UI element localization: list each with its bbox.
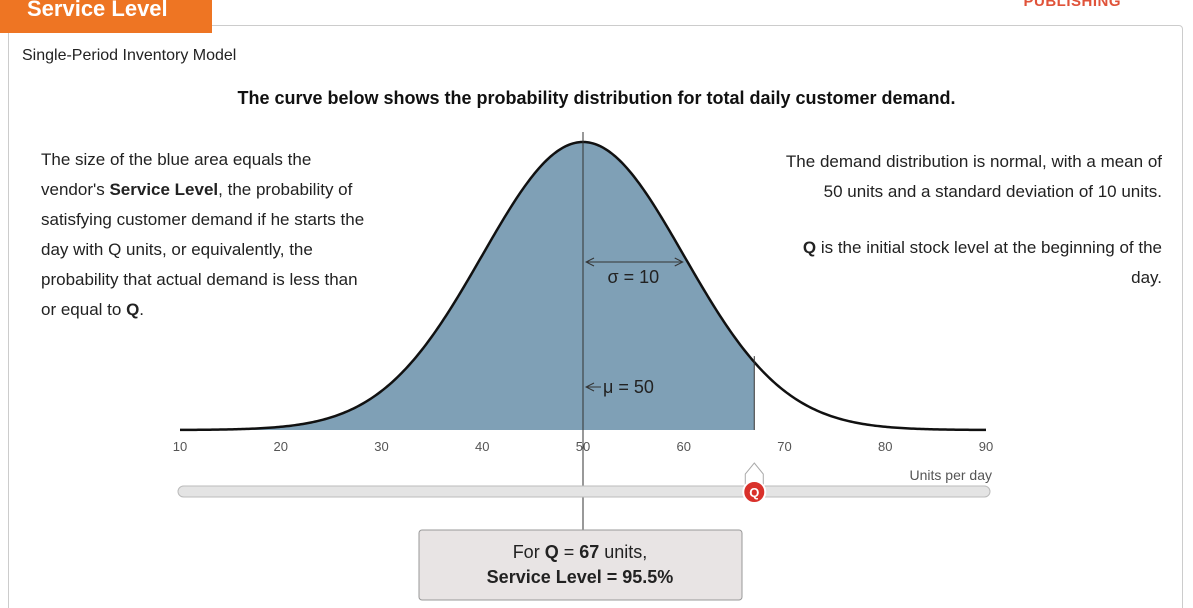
sigma-label: σ = 10: [608, 267, 660, 287]
text-run: or equal to: [41, 300, 127, 319]
text-run: 50 units and a standard deviation of 10 …: [823, 182, 1162, 201]
text-line: day.: [803, 263, 1162, 293]
text-run: , the probability of: [218, 180, 353, 199]
text-line: The size of the blue area equals the: [41, 145, 364, 175]
text-line: 50 units and a standard deviation of 10 …: [786, 177, 1162, 207]
x-tick-label: 40: [475, 439, 489, 454]
text-run: units,: [599, 542, 647, 562]
x-tick-label: 10: [173, 439, 187, 454]
text-run: day.: [1131, 268, 1162, 287]
slider-track: [177, 485, 991, 498]
distribution-note: The demand distribution is normal, with …: [786, 147, 1162, 207]
text-line: The demand distribution is normal, with …: [786, 147, 1162, 177]
result-line: For Q = 67 units,: [513, 542, 648, 562]
text-run: 67: [579, 542, 599, 562]
text-run: probability that actual demand is less t…: [41, 270, 358, 289]
mu-label: μ = 50: [603, 377, 654, 397]
description: The size of the blue area equals the vend…: [41, 145, 364, 325]
text-run: day with Q units, or equivalently, the: [41, 240, 313, 259]
text-run: .: [139, 300, 145, 319]
text-run: Service Level = 95.5%: [487, 567, 674, 587]
text-run: vendor's: [41, 180, 110, 199]
text-line: probability that actual demand is less t…: [41, 265, 364, 295]
x-tick-label: 90: [979, 439, 993, 454]
x-tick-label: 70: [777, 439, 791, 454]
text-run: The size of the blue area equals the: [41, 150, 312, 169]
heading: The curve below shows the probability di…: [237, 88, 956, 108]
result-box: [418, 529, 743, 601]
text-line: satisfying customer demand if he starts …: [41, 205, 364, 235]
tab[interactable]: Service Level: [0, 0, 212, 33]
text-run: Q: [545, 542, 559, 562]
result-line: Service Level = 95.5%: [487, 567, 674, 587]
panel: [8, 25, 1183, 608]
text-run: The demand distribution is normal, with …: [785, 152, 1162, 171]
text-run: For: [513, 542, 545, 562]
text-line: or equal to Q.: [41, 295, 364, 325]
x-tick-label: 30: [374, 439, 388, 454]
text-run: satisfying customer demand if he starts …: [41, 210, 365, 229]
x-tick-label: 20: [274, 439, 288, 454]
q-note: Q is the initial stock level at the begi…: [803, 233, 1162, 293]
text-run: Q: [802, 238, 817, 257]
text-line: vendor's Service Level, the probability …: [41, 175, 364, 205]
text-run: Service Level: [109, 180, 219, 199]
handle-label: Q: [749, 485, 759, 500]
x-tick-label: 80: [878, 439, 892, 454]
slider-handle[interactable]: Q: [742, 480, 767, 504]
text-run: Q: [126, 300, 140, 319]
text-line: Q is the initial stock level at the begi…: [803, 233, 1162, 263]
x-axis-label: Units per day: [910, 467, 992, 483]
text-run: =: [559, 542, 580, 562]
text-line: day with Q units, or equivalently, the: [41, 235, 364, 265]
x-tick-label: 60: [677, 439, 691, 454]
x-tick-label: 50: [576, 439, 590, 454]
handle-circle: [742, 480, 767, 504]
text-run: is the initial stock level at the beginn…: [816, 238, 1162, 257]
subtitle: Single-Period Inventory Model: [22, 47, 237, 64]
publisher: PUBLISHING: [1023, 0, 1121, 10]
service-area: [180, 142, 755, 430]
